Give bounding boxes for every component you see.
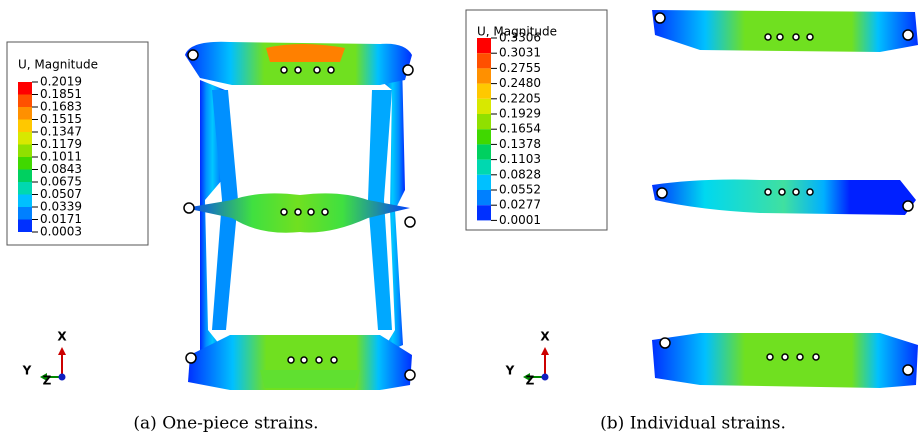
legend-band: [18, 182, 32, 195]
legend-band: [477, 144, 491, 159]
legend-band: [18, 195, 32, 208]
legend-level: 0.1103: [499, 152, 541, 166]
figure: U, Magnitude0.20190.18510.16830.15150.13…: [0, 0, 919, 443]
legend-band: [18, 220, 32, 233]
triad-x-head: [58, 347, 66, 355]
legend-band: [18, 207, 32, 220]
legend-level: 0.1378: [499, 137, 541, 151]
legend-band: [477, 160, 491, 175]
triad-x-head: [541, 347, 549, 355]
legend-band: [18, 145, 32, 158]
legend-band: [477, 68, 491, 83]
legend-band: [477, 205, 491, 220]
triad-x-label: X: [540, 330, 550, 344]
legend-level: 0.2480: [499, 76, 541, 90]
triad-z-label: Z: [526, 374, 535, 388]
individual-models: [652, 10, 918, 388]
legend-band: [477, 53, 491, 68]
legend-level: 0.0001: [499, 213, 541, 227]
legend-level: 0.1654: [499, 122, 541, 136]
legend-band: [18, 95, 32, 108]
legend-level: 0.0552: [499, 183, 541, 197]
page: {"panels": [ {"legend": {"title": "U, Ma…: [0, 0, 919, 443]
legend-band: [477, 190, 491, 205]
triad-z: [59, 374, 66, 381]
one-piece-model: [184, 42, 415, 390]
legend-band: [18, 132, 32, 145]
legend-level: 0.2205: [499, 91, 541, 105]
legend-band: [18, 157, 32, 170]
triad-z-label: Z: [43, 374, 52, 388]
triad-y-label: Y: [22, 364, 32, 378]
legend-band: [477, 38, 491, 53]
legend-level: 0.0277: [499, 198, 541, 212]
legend-title: U, Magnitude: [18, 58, 98, 72]
legend-band: [18, 107, 32, 120]
caption: (b) Individual strains.: [600, 414, 786, 434]
triad-z: [542, 374, 549, 381]
legend-band: [477, 84, 491, 99]
legend-level: 0.2755: [499, 61, 541, 75]
legend-band: [477, 175, 491, 190]
legend-level: 0.1929: [499, 107, 541, 121]
legend-level: 0.3031: [499, 46, 541, 60]
legend-level: 0.0828: [499, 167, 541, 181]
caption: (a) One-piece strains.: [133, 414, 318, 434]
legend-level: 0.3306: [499, 31, 541, 45]
legend-band: [18, 82, 32, 95]
legend-level: 0.0003: [40, 225, 82, 239]
triad-x-label: X: [57, 330, 67, 344]
triad-y-label: Y: [505, 364, 515, 378]
legend-band: [477, 99, 491, 114]
legend-band: [18, 120, 32, 133]
legend-band: [18, 170, 32, 183]
legend-band: [477, 114, 491, 129]
legend-band: [477, 129, 491, 144]
